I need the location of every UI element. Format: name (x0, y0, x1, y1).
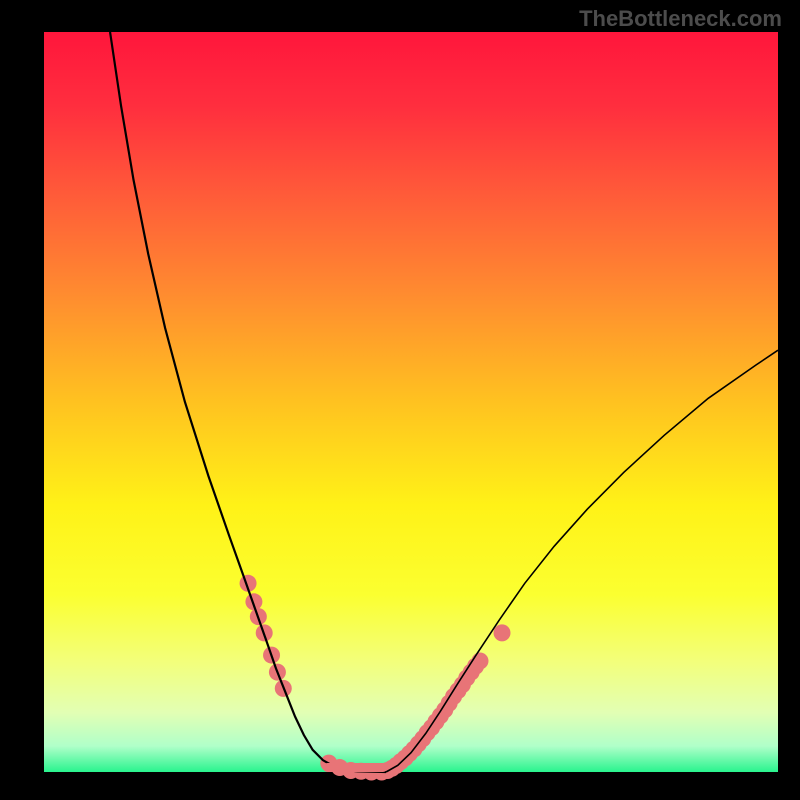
curve-layer (44, 32, 778, 772)
plot-area (44, 32, 778, 772)
flat-marker-bar (323, 763, 388, 772)
curve-left (110, 32, 357, 771)
chart-container: TheBottleneck.com (0, 0, 800, 800)
data-marker (494, 624, 511, 641)
watermark-text: TheBottleneck.com (579, 6, 782, 32)
data-marker (472, 653, 489, 670)
